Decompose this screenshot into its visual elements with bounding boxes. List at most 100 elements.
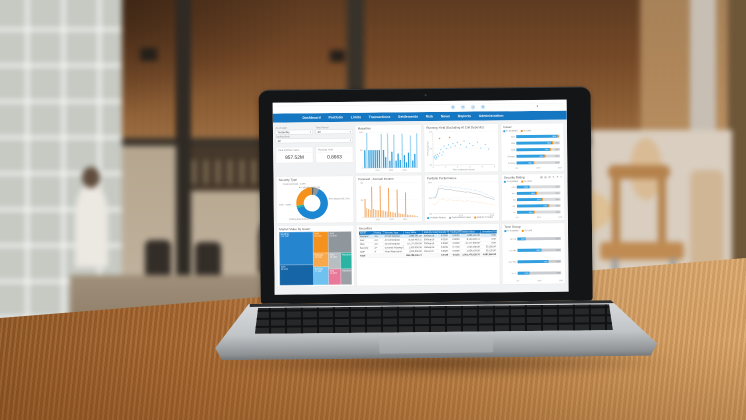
treemap-tile[interactable]: CBA 95.81M [279, 264, 314, 286]
treemap-tile[interactable]: Westpac 173.73M [279, 231, 314, 266]
table-total-row: Total 996,788,456.77 0.0448 0.0131 1,001,476… [358, 252, 498, 258]
svg-text:94%: 94% [552, 136, 556, 138]
rows-icon[interactable]: ▤ [544, 175, 547, 179]
svg-text:AAA: AAA [512, 186, 517, 189]
tile-value: 31.80M [314, 270, 322, 273]
globe-icon[interactable]: ⊕ [480, 104, 486, 110]
treemap-tile[interactable]: Bendigo 31.80M [313, 266, 329, 285]
user-menu-caret[interactable]: ▾ [536, 104, 539, 109]
security-type-panel: Security Type At Call Deposit (2.17%) Fix… [276, 175, 354, 224]
issuer-chart: % Invested% Limit ANZ 94% 6% CBA 82% 18% NAB 76%… [503, 129, 563, 170]
svg-text:A+: A+ [513, 211, 516, 214]
svg-text:50%: 50% [537, 217, 541, 219]
mail-icon[interactable]: ✉ [460, 104, 466, 110]
legend-item: Return vs Index [474, 216, 493, 218]
as-of-date-select[interactable]: Yesterday ▾ [275, 129, 313, 135]
time-period-filter: Time Period All ▾ [315, 125, 353, 135]
svg-text:5M: 5M [360, 150, 363, 152]
nav-item-portfolio[interactable]: Portfolio [328, 115, 343, 120]
laptop-screen: ⚙ ✉ ◷ ⊕ ▾ Dashboard Portfolio Limits Tra [272, 99, 569, 295]
term-group-chart: % Invested% Limit At Call 19% 81% 0-3 Mth 55%… [504, 229, 564, 283]
svg-text:18%: 18% [555, 143, 559, 145]
portfolio-dashboard: ⚙ ✉ ◷ ⊕ ▾ Dashboard Portfolio Limits Tra [272, 99, 569, 295]
kpi-label: Total Portfolio Value [277, 148, 311, 153]
svg-text:24%: 24% [555, 149, 559, 151]
svg-text:62%: 62% [556, 212, 560, 214]
speaker [140, 48, 157, 61]
time-period-select[interactable]: All ▾ [315, 129, 353, 135]
kpi-value: 957.52M [285, 154, 304, 161]
clock-icon[interactable]: ◷ [470, 104, 476, 110]
legend-swatch [503, 130, 506, 133]
svg-text:50%: 50% [536, 168, 540, 170]
svg-text:38%: 38% [529, 212, 533, 214]
gear-icon[interactable]: ⚙ [450, 104, 456, 110]
portfolio_performance-plot: 10% 5% 0% 2015 2016 [427, 181, 497, 217]
term_group-svg: At Call 19% 81% 0-3 Mth 55% 45% 3-12 Mth 71% 29%… [508, 237, 564, 283]
person-silhouette [75, 185, 108, 267]
legend-swatch [503, 180, 506, 183]
nav-item-administration[interactable]: Administration [478, 113, 504, 118]
treemap-tile[interactable]: NAB 58.12M [313, 231, 329, 254]
svg-text:0%: 0% [515, 168, 518, 170]
trading-book-select[interactable]: All ▾ [275, 137, 353, 144]
treemap-tile[interactable]: AMP 28.45M [328, 252, 341, 269]
nav-item-news[interactable]: News [440, 114, 451, 119]
grid-icon[interactable]: ▦ [540, 175, 543, 179]
svg-text:19%: 19% [521, 239, 525, 241]
panel-toolbar: ▦ ▤ ▥ ⇅ ▼ ≡ [540, 175, 562, 178]
svg-text:73%: 73% [556, 273, 560, 275]
treemap-tile[interactable]: Suncorp 45.27M [313, 252, 329, 267]
legend-swatch [521, 180, 524, 183]
tile-issuer: Macquarie [342, 253, 352, 256]
legend-item: Performance Index [449, 216, 471, 219]
svg-text:71%: 71% [544, 261, 548, 263]
svg-text:82%: 82% [547, 143, 551, 145]
term-group-panel: Term Group % Invested% Limit At Call 19% 81… [501, 222, 566, 285]
tile-value: 18.95M [329, 272, 337, 275]
nav-item-dashboard[interactable]: Dashboard [302, 115, 321, 120]
svg-text:45%: 45% [556, 250, 560, 252]
treemap-tile[interactable]: Macquarie [340, 252, 352, 269]
legend-swatch [427, 216, 430, 219]
person-head [82, 167, 100, 188]
nav-item-reports[interactable]: Reports [457, 114, 471, 119]
treemap-tile[interactable]: ANZ 52.30M [328, 231, 352, 253]
legend-swatch [520, 129, 523, 132]
filter-icon[interactable]: ▼ [556, 175, 559, 179]
columns-icon[interactable]: ▥ [548, 175, 551, 179]
svg-text:1: 1 [445, 167, 446, 169]
nav-item-risk[interactable]: Risk [425, 114, 434, 119]
svg-text:44%: 44% [531, 193, 535, 195]
time-period-value: All [317, 130, 321, 134]
trading-book-filter: Trading Book All ▾ [275, 134, 353, 144]
donut-label: Term Deposit (62.17%) [328, 197, 350, 201]
nav-item-transactions[interactable]: Transactions [368, 115, 391, 120]
speaker [330, 50, 345, 62]
svg-text:3-12 Mth: 3-12 Mth [508, 261, 516, 264]
nav-item-limits[interactable]: Limits [350, 115, 362, 120]
nav-item-settlements[interactable]: Settlements [398, 114, 419, 119]
treemap-tile[interactable]: ING 18.95M [328, 268, 342, 285]
svg-text:2020: 2020 [376, 219, 380, 221]
table-cell: 0.0131 [449, 252, 461, 257]
treemap-tile[interactable]: Rabobank [340, 268, 352, 285]
kpi-total-portfolio-value: Total Portfolio Value 957.52M [275, 146, 314, 164]
security-rating-chart: % Invested% Limit AAA 28% 72% AA+ 44% 56% AA 57%… [503, 180, 563, 220]
security-type-donut: At Call Deposit (2.17%) Fixed Rate Bond -… [279, 182, 352, 222]
kpi-label: Running Yield [317, 147, 351, 153]
menu-icon[interactable]: ≡ [560, 175, 562, 179]
trading-book-value: All [277, 139, 281, 143]
swap-icon[interactable]: ⇅ [552, 175, 555, 179]
legend-swatch [474, 216, 477, 219]
term_group-plot: At Call 19% 81% 0-3 Mth 55% 45% 3-12 Mth 71% 29%… [504, 232, 564, 283]
svg-text:% Running Yield: % Running Yield [427, 142, 429, 156]
svg-text:0-3 Mth: 0-3 Mth [509, 249, 516, 252]
tile-value: 173.73M [280, 235, 289, 238]
svg-text:At Call: At Call [510, 238, 516, 241]
laptop-screen-bezel: ⚙ ✉ ◷ ⊕ ▾ Dashboard Portfolio Limits Tra [258, 86, 593, 304]
chevron-down-icon: ▾ [349, 130, 351, 133]
issuer-svg: ANZ 94% 6% CBA 82% 18% NAB 76% 24% Westpac 64% 36% S… [508, 134, 563, 170]
panel-title: Maturities [357, 126, 371, 131]
